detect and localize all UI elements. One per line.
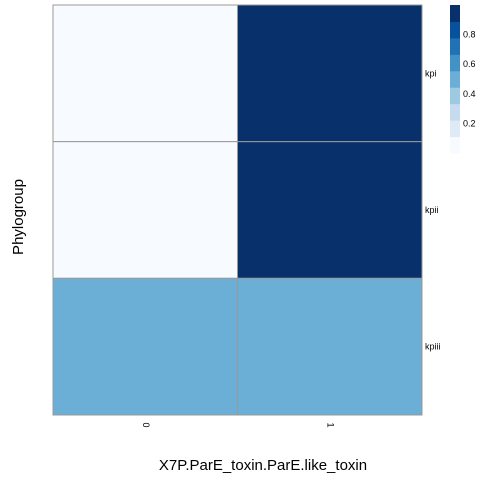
y-tick-label: kpiii bbox=[425, 342, 441, 352]
heatmap-cell-kpi-1 bbox=[237, 4, 423, 143]
colorbar-swatch bbox=[450, 120, 460, 138]
colorbar-swatch bbox=[450, 103, 460, 121]
heatmap-cell-kpi-0 bbox=[52, 4, 238, 143]
heatmap-cell-kpiii-0 bbox=[52, 277, 238, 416]
heatmap-cell-kpii-1 bbox=[237, 141, 423, 279]
y-tick-labels: kpi kpii kpiii bbox=[425, 68, 441, 351]
y-axis-title: Phylogroup bbox=[10, 179, 27, 255]
colorbar-swatch bbox=[450, 54, 460, 72]
x-axis-title: X7P.ParE_toxin.ParE.like_toxin bbox=[159, 457, 367, 474]
colorbar-tick-label: 0.2 bbox=[463, 118, 476, 128]
colorbar-swatch bbox=[450, 70, 460, 88]
colorbar-swatch bbox=[450, 21, 460, 39]
colorbar-tick-label: 0.6 bbox=[463, 59, 476, 69]
colorbar-swatch bbox=[450, 37, 460, 55]
x-tick-label: 1 bbox=[325, 422, 335, 427]
colorbar-tick-label: 0.8 bbox=[463, 30, 476, 40]
colorbar-swatch bbox=[450, 5, 460, 22]
colorbar-swatch bbox=[450, 87, 460, 105]
colorbar-tick-label: 0.4 bbox=[463, 89, 476, 99]
heatmap-cell-kpii-0 bbox=[52, 141, 238, 279]
heatmap-cells bbox=[52, 4, 423, 416]
colorbar-swatch bbox=[450, 136, 460, 154]
y-tick-label: kpii bbox=[425, 205, 439, 215]
heatmap-cell-kpiii-1 bbox=[237, 277, 423, 416]
y-tick-label: kpi bbox=[425, 68, 437, 78]
colorbar: 0.2 0.4 0.6 0.8 bbox=[450, 5, 476, 154]
x-tick-label: 0 bbox=[141, 422, 151, 427]
